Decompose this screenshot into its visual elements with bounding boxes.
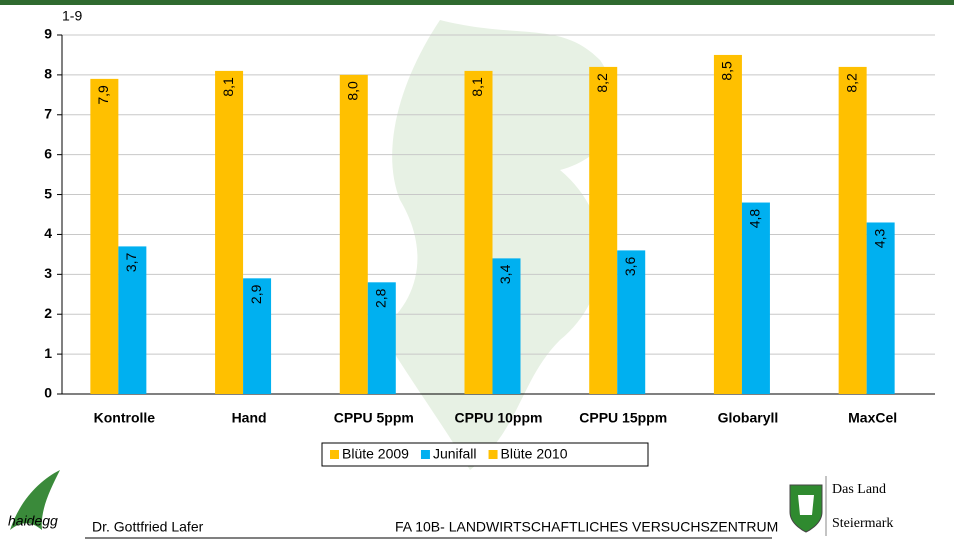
bar — [839, 67, 867, 394]
value-label: 8,0 — [344, 81, 360, 101]
value-label: 3,6 — [622, 256, 638, 276]
y-tick-label: 8 — [44, 66, 52, 82]
coat-of-arms-figure — [798, 495, 814, 515]
x-tick-label: CPPU 5ppm — [334, 410, 414, 426]
chart: 1-9 0 1 2 3 4 5 6 7 8 9 Kontrolle 7,9 3,7 Hand 8,1 2,9 C… — [0, 0, 954, 544]
value-label: 8,1 — [220, 77, 236, 97]
x-tick-label: Hand — [232, 410, 267, 426]
y-tick-label: 2 — [44, 305, 52, 321]
value-label: 4,8 — [747, 209, 763, 229]
value-label: 8,2 — [843, 73, 859, 93]
bar — [465, 71, 493, 394]
y-tick-label: 1 — [44, 345, 52, 361]
bar — [742, 203, 770, 394]
y-tick-label: 9 — [44, 26, 52, 42]
value-label: 3,4 — [497, 264, 513, 284]
watermark — [380, 20, 617, 470]
value-label: 8,1 — [469, 77, 485, 97]
value-label: 7,9 — [95, 85, 111, 105]
legend-label: Junifall — [433, 446, 477, 462]
legend-swatch — [421, 450, 430, 459]
value-label: 2,8 — [372, 288, 388, 308]
legend-label: Blüte 2010 — [501, 446, 568, 462]
bar — [90, 79, 118, 394]
y-tick-label: 5 — [44, 185, 52, 201]
x-tick-label: MaxCel — [848, 410, 897, 426]
value-label: 4,3 — [871, 229, 887, 249]
value-label: 8,5 — [719, 61, 735, 81]
institute: FA 10B- LANDWIRTSCHAFTLICHES VERSUCHSZEN… — [395, 519, 778, 535]
x-tick-label: CPPU 15ppm — [579, 410, 667, 426]
bar — [215, 71, 243, 394]
legend-swatch — [330, 450, 339, 459]
haidegg-text: haidegg — [8, 513, 58, 529]
y-axis-label: 1-9 — [62, 8, 82, 24]
page: {"chart_data": {"type": "bar", "y_axis_l… — [0, 0, 954, 544]
y-tick-label: 3 — [44, 265, 52, 281]
value-label: 2,9 — [248, 284, 264, 304]
legend-label: Blüte 2009 — [342, 446, 409, 462]
y-tick-label: 4 — [44, 225, 52, 241]
y-tick-label: 0 — [44, 385, 52, 401]
y-tick-label: 6 — [44, 145, 52, 161]
author: Dr. Gottfried Lafer — [92, 519, 204, 535]
bar — [589, 67, 617, 394]
x-tick-label: Globaryll — [718, 410, 779, 426]
x-tick-label: CPPU 10ppm — [455, 410, 543, 426]
legend-swatch — [489, 450, 498, 459]
value-label: 3,7 — [123, 252, 139, 272]
y-tick-label: 7 — [44, 105, 52, 121]
bar — [714, 55, 742, 394]
logo-line-2: Steiermark — [832, 516, 893, 531]
logo-line-1: Das Land — [832, 482, 886, 497]
top-bar — [0, 0, 954, 5]
value-label: 8,2 — [594, 73, 610, 93]
x-tick-label: Kontrolle — [94, 410, 156, 426]
bar — [340, 75, 368, 394]
